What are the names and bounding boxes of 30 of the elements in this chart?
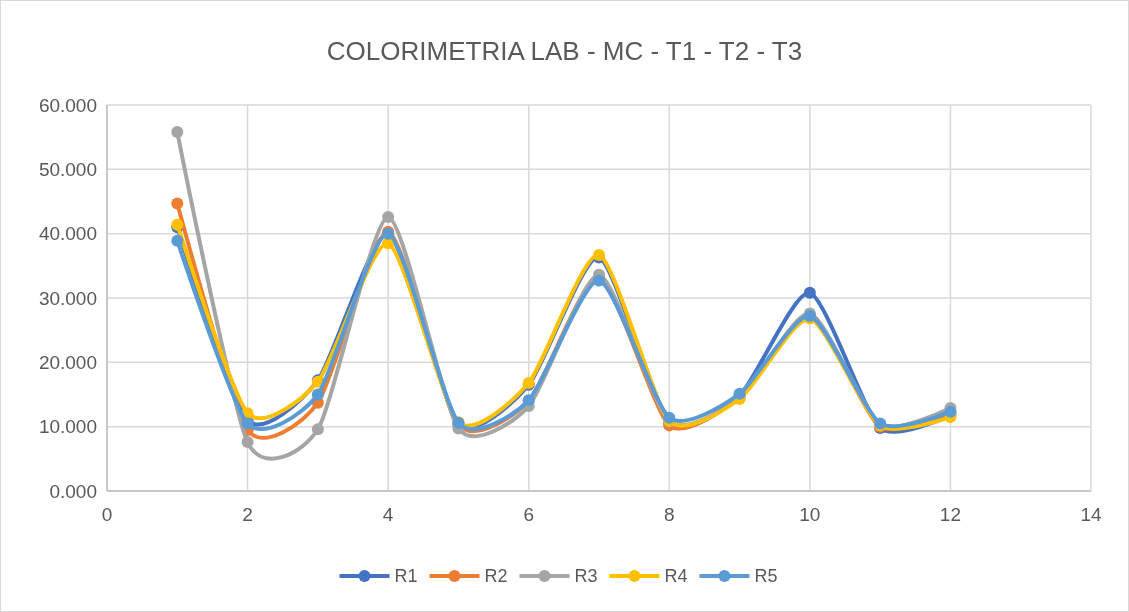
- point: [382, 210, 395, 223]
- point: [311, 388, 324, 401]
- y-tick-label: 10.000: [38, 416, 97, 438]
- legend-label: R2: [484, 566, 508, 587]
- point: [593, 274, 605, 287]
- x-tick-label: 8: [664, 504, 675, 525]
- x-tick-label: 14: [1080, 504, 1102, 525]
- chart-title: COLORIMETRIA LAB - MC - T1 - T2 - T3: [326, 36, 803, 66]
- point: [803, 286, 816, 299]
- legend-label: R1: [394, 566, 418, 587]
- y-tick-label: 60.000: [38, 94, 97, 116]
- point: [241, 436, 254, 449]
- y-tick-label: 30.000: [38, 287, 97, 309]
- legend-label: R3: [574, 566, 598, 587]
- point: [171, 197, 184, 210]
- y-tick-label: 40.000: [38, 223, 97, 245]
- x-tick-label: 0: [101, 504, 113, 525]
- point: [171, 126, 184, 139]
- y-tick-label: 50.000: [38, 158, 97, 180]
- point: [311, 423, 324, 436]
- point: [171, 234, 184, 247]
- x-tick-label: 2: [242, 504, 253, 525]
- y-tick-label: 20.000: [38, 351, 97, 373]
- x-tick-label: 4: [382, 504, 394, 525]
- x-tick-label: 6: [523, 504, 534, 525]
- legend-label: R4: [664, 566, 688, 587]
- x-tick-label: 10: [799, 504, 821, 525]
- y-tick-label: 0.000: [49, 480, 97, 502]
- legend-label: R5: [754, 566, 778, 587]
- x-tick-label: 12: [939, 504, 961, 525]
